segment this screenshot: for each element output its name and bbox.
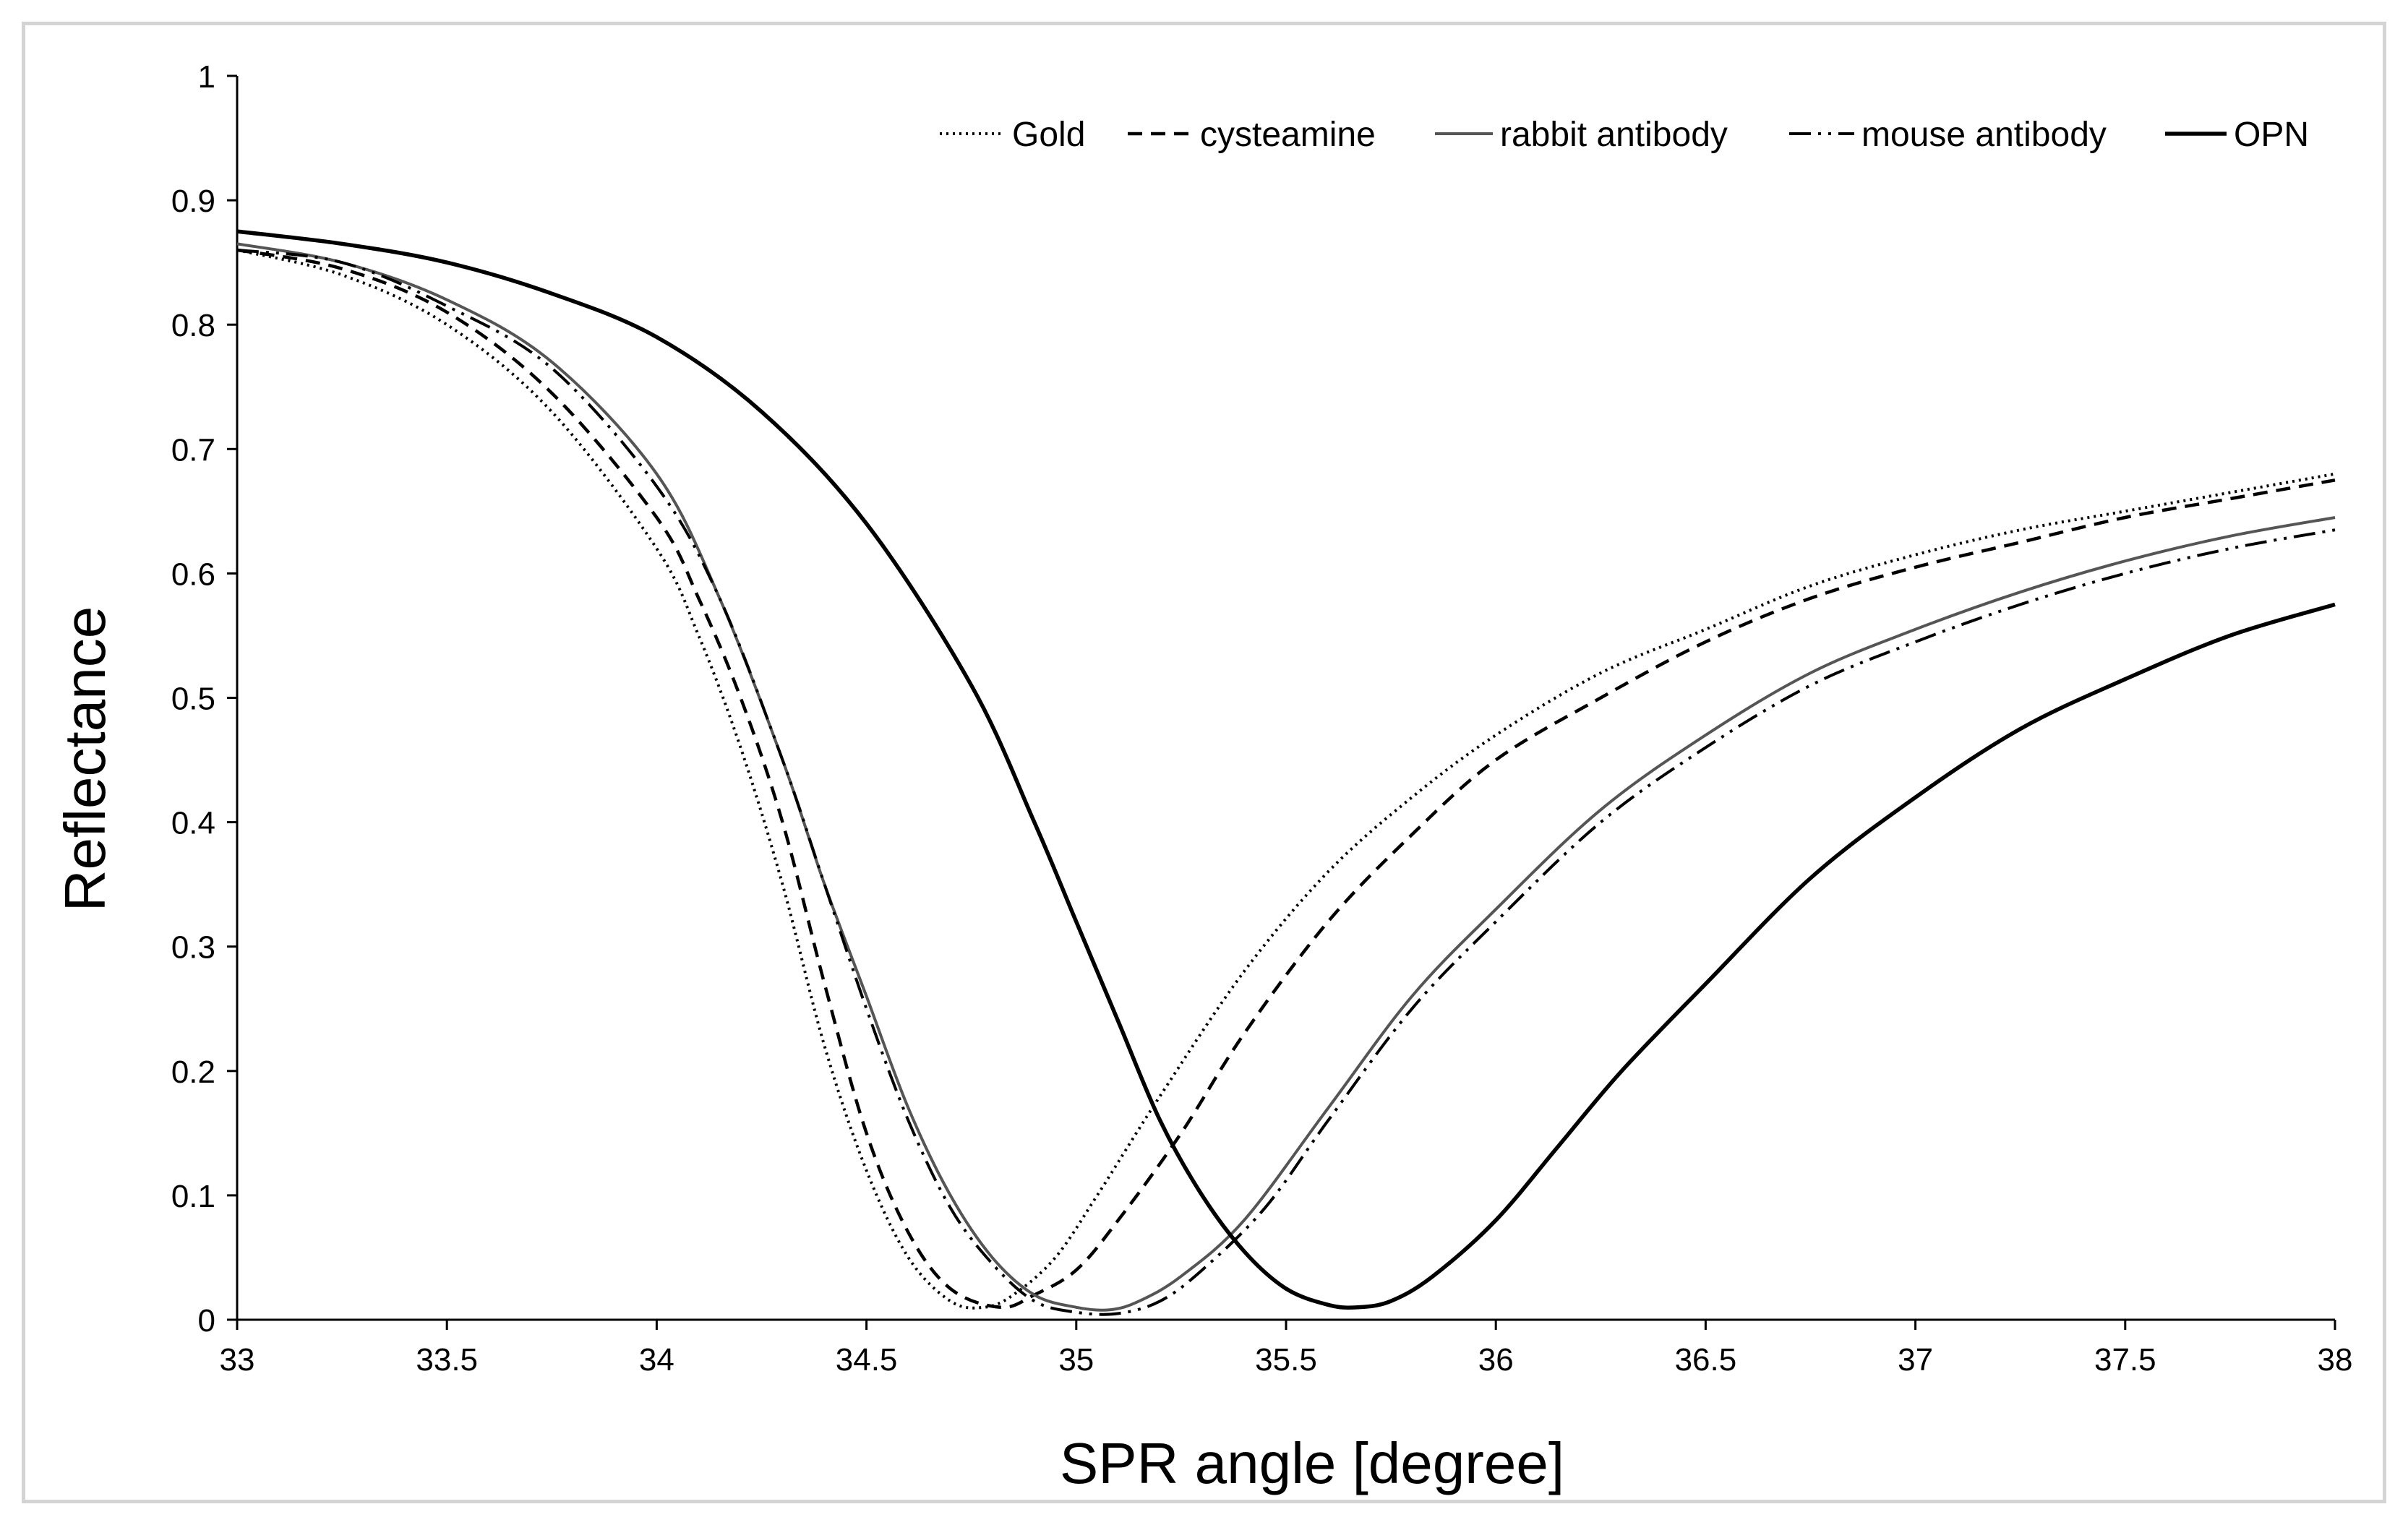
chart-frame xyxy=(22,22,2386,1503)
y-tick-label: 0.2 xyxy=(171,1054,215,1090)
y-tick-label: 0.1 xyxy=(171,1179,215,1214)
y-tick-label: 0 xyxy=(198,1303,215,1339)
legend-label-mouse-antibody: mouse antibody xyxy=(1861,116,2107,154)
y-tick-label: 0.9 xyxy=(171,184,215,219)
x-tick-label: 35 xyxy=(1058,1342,1094,1378)
y-tick-label: 0.8 xyxy=(171,308,215,343)
y-tick-label: 0.3 xyxy=(171,930,215,966)
x-tick-label: 35.5 xyxy=(1255,1342,1317,1378)
x-axis-title: SPR angle [degree] xyxy=(1060,1431,1564,1495)
x-tick-label: 33 xyxy=(220,1342,255,1378)
x-tick-label: 36.5 xyxy=(1675,1342,1737,1378)
series-layer xyxy=(236,229,2336,1316)
series-line-rabbit-antibody xyxy=(236,242,2336,1312)
x-tick-label: 37 xyxy=(1898,1342,1933,1378)
x-tick-label: 33.5 xyxy=(416,1342,478,1378)
y-tick-label: 0.4 xyxy=(171,806,215,841)
y-axis-title: Reflectance xyxy=(53,606,117,911)
legend-label-rabbit-antibody: rabbit antibody xyxy=(1500,116,1728,154)
x-tick-label: 34 xyxy=(639,1342,674,1378)
y-tick-label: 0.5 xyxy=(171,682,215,717)
y-tick-label: 0.7 xyxy=(171,432,215,468)
x-tick-label: 34.5 xyxy=(836,1342,898,1378)
legend-label-gold: Gold xyxy=(1012,116,1085,154)
x-tick-label: 38 xyxy=(2318,1342,2353,1378)
series-line-cysteamine xyxy=(236,248,2336,1310)
legend-label-opn: OPN xyxy=(2234,116,2309,154)
legend-label-cysteamine: cysteamine xyxy=(1200,116,1376,154)
series-line-mouse-antibody xyxy=(236,248,2336,1316)
series-line-opn xyxy=(236,229,2336,1310)
y-tick-label: 0.6 xyxy=(171,557,215,592)
axes: 0 0.1 0.2 0.3 0.4 0.5 0.6 0.7 0.8 0.9 1 33 33.5 34 34.… xyxy=(171,59,2353,1378)
legend: Gold cysteamine rabbit antibody mouse antib… xyxy=(940,116,2309,154)
x-tick-label: 36 xyxy=(1478,1342,1514,1378)
series-line-gold xyxy=(236,248,2336,1310)
x-tick-label: 37.5 xyxy=(2094,1342,2156,1378)
y-tick-label: 1 xyxy=(198,59,215,95)
